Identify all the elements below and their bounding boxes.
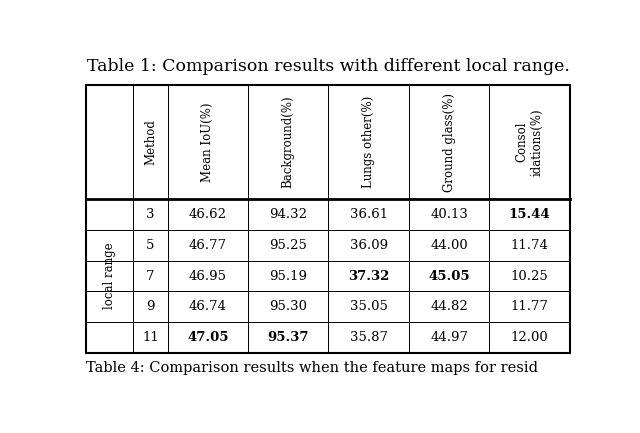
Text: 11.77: 11.77 [511,301,548,313]
Text: 46.95: 46.95 [189,269,227,282]
Bar [248,322,328,353]
Text: Consol
idations(%): Consol idations(%) [516,108,543,176]
Bar [133,291,168,322]
Text: 36.09: 36.09 [349,239,388,252]
Bar [490,322,570,353]
Bar [328,322,409,353]
Bar [86,322,133,353]
Bar [248,291,328,322]
Text: 47.05: 47.05 [187,331,228,344]
Bar [86,85,133,199]
Bar [248,261,328,291]
Text: 44.97: 44.97 [430,331,468,344]
Bar [409,85,490,199]
Bar [168,85,248,199]
Bar [133,261,168,291]
Text: 46.77: 46.77 [189,239,227,252]
Bar [86,261,133,291]
Text: Ground glass(%): Ground glass(%) [443,93,456,191]
Bar [133,85,168,199]
Bar [133,322,168,353]
Bar [490,230,570,261]
Bar [328,261,409,291]
Text: 11.74: 11.74 [511,239,548,252]
Bar [86,291,133,322]
Bar [409,199,490,230]
Text: Table 1: Comparison results with different local range.: Table 1: Comparison results with differe… [86,58,570,75]
Text: 44.82: 44.82 [430,301,468,313]
Text: 12.00: 12.00 [511,331,548,344]
Bar [490,199,570,230]
Bar [248,199,328,230]
Bar [168,199,248,230]
Text: 15.44: 15.44 [509,208,550,221]
Bar [490,261,570,291]
Text: 11: 11 [142,331,159,344]
Bar [168,322,248,353]
Text: 46.74: 46.74 [189,301,227,313]
Bar [248,85,328,199]
Text: local range: local range [103,243,116,309]
Bar [133,230,168,261]
Bar [328,230,409,261]
Bar [86,230,133,261]
Bar [409,261,490,291]
Text: 95.19: 95.19 [269,269,307,282]
Text: 35.05: 35.05 [350,301,388,313]
Text: 40.13: 40.13 [430,208,468,221]
Text: 36.61: 36.61 [349,208,388,221]
Text: Table 4: Comparison results when the feature maps for resid: Table 4: Comparison results when the fea… [86,361,538,375]
Text: 37.32: 37.32 [348,269,389,282]
Text: 95.25: 95.25 [269,239,307,252]
Text: 46.62: 46.62 [189,208,227,221]
Bar [409,322,490,353]
Bar [133,199,168,230]
Bar [86,85,570,353]
Bar [328,85,409,199]
Text: 9: 9 [146,301,155,313]
Bar [409,291,490,322]
Text: 10.25: 10.25 [511,269,548,282]
Text: 44.00: 44.00 [430,239,468,252]
Text: 95.37: 95.37 [268,331,309,344]
Text: Lungs other(%): Lungs other(%) [362,96,375,188]
Bar [86,199,133,230]
Text: 95.30: 95.30 [269,301,307,313]
Text: 3: 3 [146,208,155,221]
Bar [168,230,248,261]
Text: 35.87: 35.87 [349,331,388,344]
Text: Method: Method [144,119,157,165]
Text: 5: 5 [147,239,155,252]
Bar [409,230,490,261]
Text: 7: 7 [146,269,155,282]
Text: Background(%): Background(%) [282,96,295,188]
Bar [168,261,248,291]
Text: 45.05: 45.05 [428,269,470,282]
Bar [168,291,248,322]
Bar [490,291,570,322]
Text: Mean IoU(%): Mean IoU(%) [202,102,214,182]
Bar [328,199,409,230]
Bar [248,230,328,261]
Bar [490,85,570,199]
Bar [328,291,409,322]
Text: 94.32: 94.32 [269,208,307,221]
